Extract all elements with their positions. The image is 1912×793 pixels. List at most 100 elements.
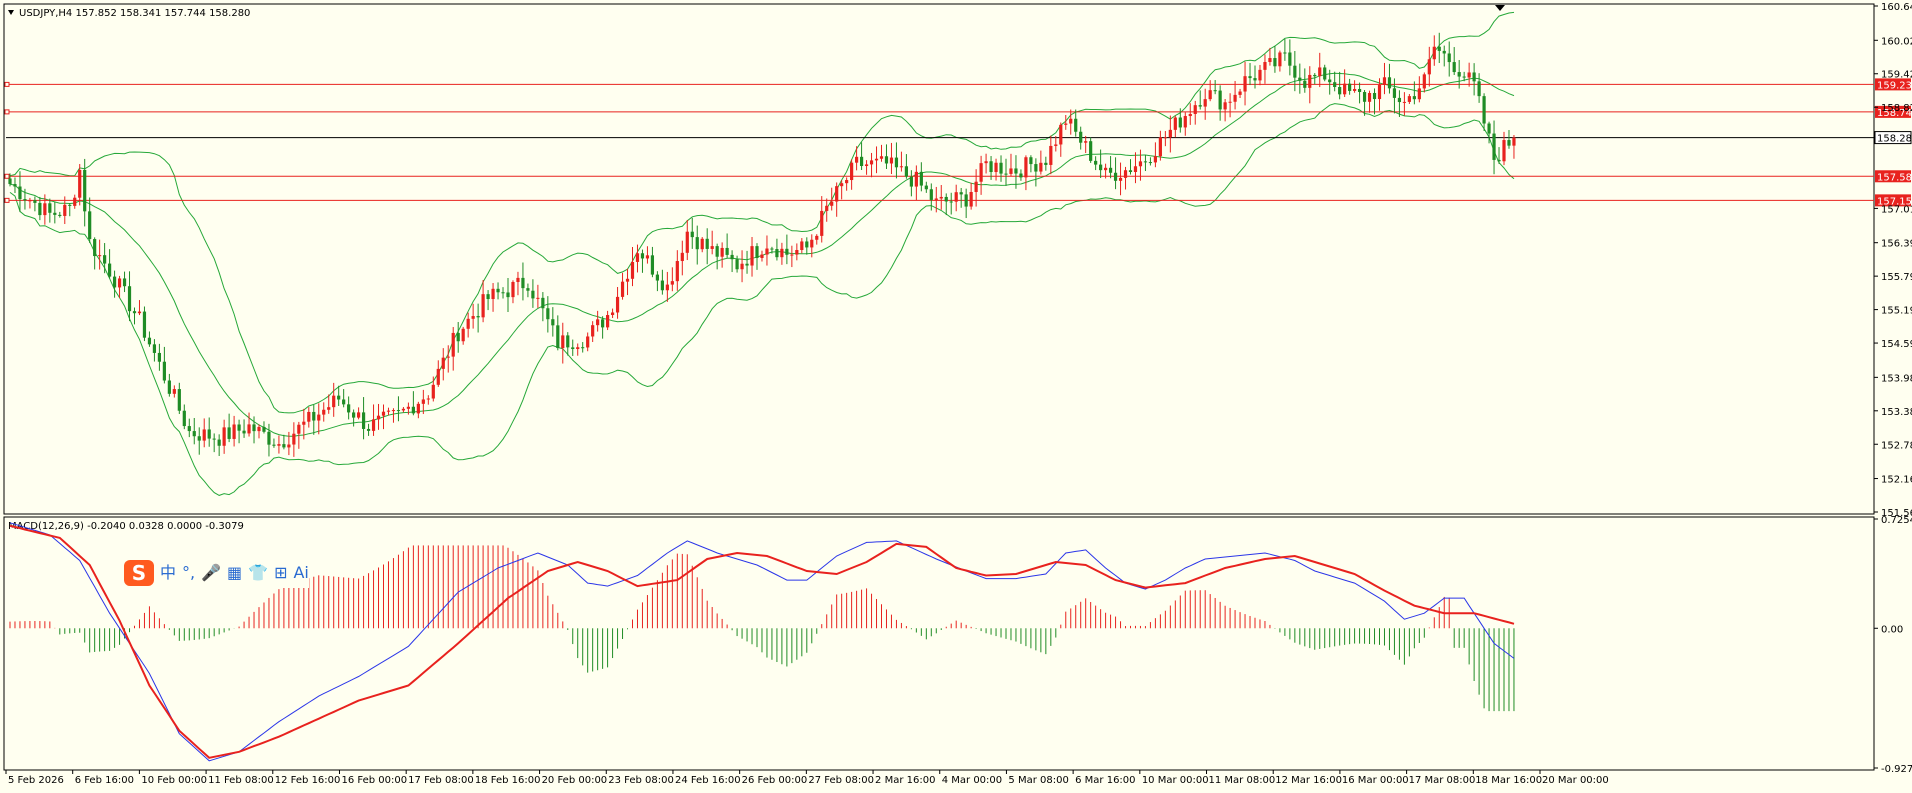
shift-marker-icon[interactable] — [1495, 5, 1505, 11]
candle-body — [680, 252, 684, 262]
price-panel[interactable] — [3, 3, 1875, 515]
candle-body — [675, 261, 679, 282]
candle-body — [929, 189, 933, 200]
candle-body — [725, 247, 729, 255]
candle-body — [1009, 168, 1013, 174]
candle-body — [1069, 118, 1073, 124]
macd-panel[interactable] — [3, 516, 1875, 771]
candle-body — [1158, 137, 1162, 157]
price-tick-label: 155.795 — [1881, 272, 1912, 283]
candle-body — [396, 410, 401, 412]
candle-body — [720, 247, 724, 257]
candle-body — [790, 254, 794, 256]
time-tick-label: 2 Mar 16:00 — [875, 775, 935, 786]
candles — [8, 32, 1516, 457]
candle-body — [282, 444, 286, 448]
candle-body — [1392, 88, 1397, 98]
bollinger-upper — [9, 11, 1515, 414]
candle-body — [715, 246, 719, 257]
price-levels[interactable]: 159.234 158.741 157.586 157.154 158.280 — [4, 78, 1912, 207]
candle-body — [1338, 86, 1342, 95]
candle-body — [117, 278, 122, 288]
candle-body — [765, 248, 769, 255]
candle-body — [361, 412, 366, 429]
candle-body — [1228, 101, 1232, 103]
ime-punctuation-icon[interactable]: °, — [182, 563, 196, 582]
candle-body — [825, 205, 829, 211]
candle-body — [874, 158, 879, 161]
candle-body — [710, 246, 714, 249]
candle-body — [157, 352, 161, 362]
candle-body — [511, 281, 515, 298]
candle-body — [546, 308, 550, 320]
macd-line — [9, 522, 1515, 762]
time-tick-label: 6 Feb 16:00 — [75, 775, 134, 786]
candle-body — [506, 292, 510, 298]
candle-body — [416, 403, 420, 414]
candle-body — [347, 404, 351, 413]
candle-body — [1123, 170, 1128, 178]
candle-body — [1343, 83, 1347, 95]
ime-microphone-icon[interactable]: 🎤 — [201, 563, 222, 582]
candle-body — [1004, 173, 1008, 175]
candle-body — [1313, 74, 1317, 77]
time-tick-label: 11 Mar 08:00 — [1209, 775, 1276, 786]
time-tick-label: 5 Mar 08:00 — [1008, 775, 1068, 786]
ime-keyboard-icon[interactable]: ▦ — [227, 563, 243, 582]
candle-body — [342, 399, 346, 405]
time-tick-label: 20 Mar 00:00 — [1542, 775, 1609, 786]
candle-body — [272, 444, 276, 446]
candle-body — [1417, 88, 1421, 100]
candle-body — [386, 410, 391, 412]
candle-body — [337, 395, 341, 400]
time-tick-label: 6 Mar 16:00 — [1075, 775, 1135, 786]
candle-body — [1089, 141, 1093, 161]
candle-body — [476, 316, 480, 318]
ime-toolbar[interactable]: S 中 °, 🎤 ▦ 👕 ⊞ Ai — [124, 558, 309, 588]
candle-body — [152, 344, 157, 353]
candle-body — [481, 294, 485, 318]
candle-body — [526, 288, 530, 291]
candle-body — [939, 196, 943, 199]
candle-body — [755, 246, 759, 258]
candle-body — [297, 424, 301, 434]
candle-body — [959, 192, 963, 195]
candle-body — [516, 277, 520, 282]
candle-body — [371, 419, 376, 431]
candle-body — [1153, 156, 1157, 163]
candle-body — [1472, 72, 1476, 82]
candle-body — [1382, 77, 1387, 86]
candle-body — [1074, 118, 1078, 132]
candle-body — [984, 161, 988, 164]
candle-body — [999, 162, 1003, 174]
candle-body — [974, 181, 978, 192]
symbol-dropdown-icon[interactable] — [8, 10, 14, 15]
sogou-logo-icon[interactable]: S — [124, 560, 154, 586]
candle-body — [625, 278, 630, 282]
candle-body — [645, 255, 650, 259]
candle-body — [531, 290, 535, 299]
level-anchor-icon — [4, 197, 10, 203]
candle-body — [73, 197, 77, 206]
candle-body — [292, 433, 296, 445]
candle-body — [202, 429, 206, 441]
candle-body — [1128, 170, 1133, 173]
ime-skin-icon[interactable]: 👕 — [248, 563, 269, 582]
candle-body — [919, 171, 923, 186]
candle-body — [376, 415, 381, 420]
ime-tools-icon[interactable]: ⊞ — [274, 563, 288, 582]
time-tick-label: 16 Mar 00:00 — [1342, 775, 1409, 786]
candle-body — [28, 200, 32, 202]
ime-ai-button[interactable]: Ai — [293, 563, 309, 582]
level-price-tag — [1875, 170, 1911, 183]
candle-body — [695, 237, 699, 250]
candle-body — [451, 332, 455, 357]
candle-body — [1462, 76, 1466, 78]
candle-body — [800, 241, 804, 250]
candle-body — [1298, 77, 1302, 81]
ime-chinese-mode[interactable]: 中 — [160, 563, 177, 582]
candle-body — [805, 241, 809, 248]
candle-body — [640, 253, 645, 259]
macd-tick-label: -0.9276 — [1881, 764, 1912, 775]
